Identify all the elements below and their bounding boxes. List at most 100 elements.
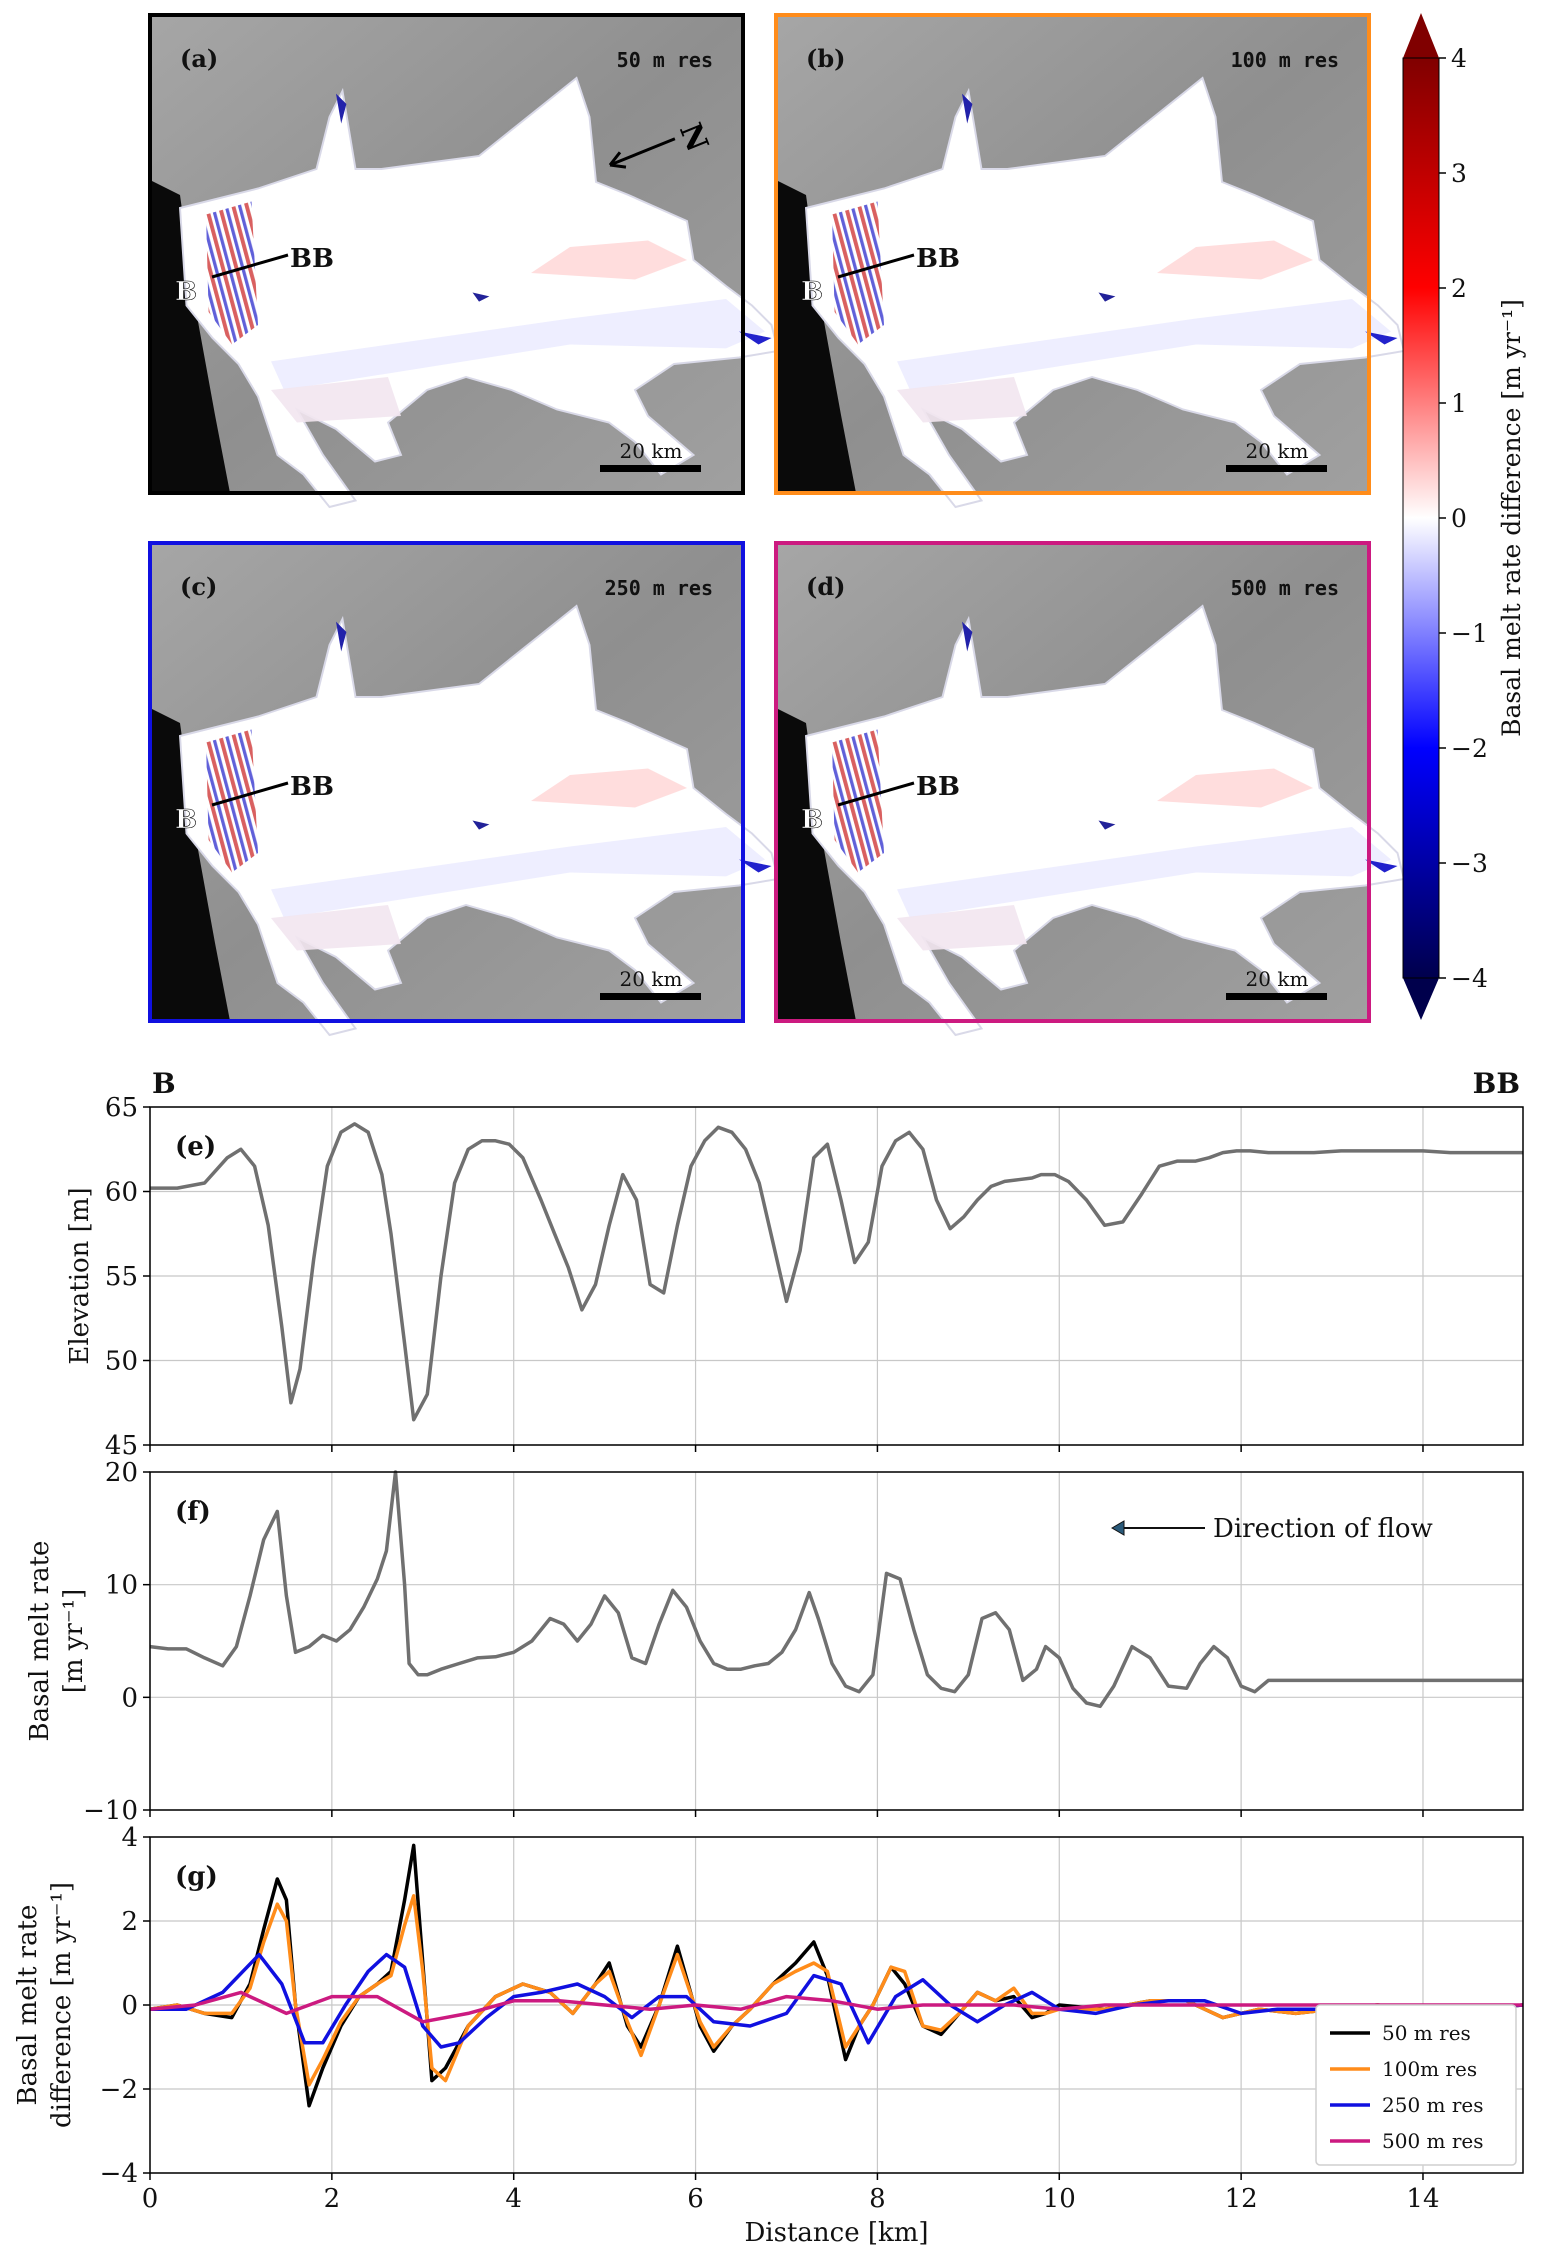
y-tick-label: −4 <box>100 2159 138 2189</box>
panel-frame <box>774 13 1371 495</box>
x-axis-label: Distance [km] <box>744 2218 928 2248</box>
x-tick-label: 12 <box>1225 2184 1258 2214</box>
panel-label: (b) <box>806 44 846 73</box>
y-axis-label: Elevation [m] <box>65 1187 95 1364</box>
panel-label: (f) <box>175 1497 211 1527</box>
scale-bar <box>600 465 701 472</box>
colorbar-tick-label: −4 <box>1451 964 1488 993</box>
chart-panel-g: −4 −2 0 2 4 0 2 4 6 8 10 12 14 (g) Basal melt rate diff… <box>13 1823 1524 2248</box>
north-arrow-head <box>608 151 627 169</box>
colorbar-gradient <box>1402 57 1440 979</box>
profile-start-label: B <box>175 805 197 835</box>
colorbar: 4 3 2 1 0 −1 −2 −3 −4 Basal melt rate difference … <box>1402 13 1526 1020</box>
y-tick-label: 0 <box>121 1991 138 2021</box>
colorbar-tick-label: 3 <box>1451 159 1467 188</box>
panel-frame <box>774 541 1371 1023</box>
panel-label: (a) <box>180 44 218 73</box>
y-axis-label-line2: difference [m yr⁻¹] <box>47 1882 77 2128</box>
x-tick-label: 2 <box>324 2184 341 2214</box>
colorbar-extend-bottom <box>1403 978 1439 1020</box>
scale-bar-label: 20 km <box>1246 967 1309 991</box>
colorbar-tick-label: 1 <box>1451 389 1467 418</box>
ocean-area <box>776 180 856 493</box>
profile-line <box>837 781 915 807</box>
x-tick-label: 6 <box>687 2184 704 2214</box>
colorbar-tick-label: 2 <box>1451 274 1467 303</box>
colorbar-extend-top <box>1403 13 1439 58</box>
panel-label: (e) <box>175 1132 216 1162</box>
resolution-label: 500 m res <box>1231 576 1339 600</box>
y-tick-label: 65 <box>105 1093 138 1123</box>
x-tick-label: 8 <box>869 2184 886 2214</box>
scale-bar-label: 20 km <box>1246 439 1309 463</box>
y-tick-label: 60 <box>105 1178 138 1208</box>
y-axis-label-line1: Basal melt rate <box>25 1541 55 1742</box>
colorbar-tick-label: −2 <box>1451 734 1488 763</box>
scale-bar-label: 20 km <box>620 967 683 991</box>
y-axis-label-line2: [m yr⁻¹] <box>59 1589 89 1693</box>
profile-end-label: BB <box>916 244 960 274</box>
legend-label: 100m res <box>1382 2057 1477 2081</box>
scale-bar <box>1226 465 1327 472</box>
annotation-text: Direction of flow <box>1213 1514 1433 1544</box>
north-arrow-shaft <box>609 137 676 167</box>
ocean-area <box>150 180 230 493</box>
y-tick-label: 2 <box>121 1907 138 1937</box>
panel-label: (c) <box>180 572 217 601</box>
y-tick-label: 4 <box>121 1823 138 1853</box>
y-tick-label: 10 <box>105 1571 138 1601</box>
plot-frame <box>149 1471 1524 1811</box>
ocean-area <box>150 708 230 1021</box>
y-tick-label: 55 <box>105 1262 138 1292</box>
series-line <box>150 1122 1523 1422</box>
panel-frame <box>148 541 745 1023</box>
profile-line <box>211 781 289 807</box>
series-line <box>149 1470 1523 1709</box>
chart-panel-f: −10 0 10 20 (f) Basal melt rate [m yr⁻¹] Direct… <box>25 1458 1524 1826</box>
chart-panel-e: 45 50 55 60 65 (e) Elevation [m] <box>65 1093 1524 1461</box>
colorbar-tick-label: −3 <box>1451 849 1488 878</box>
profile-line <box>211 253 289 279</box>
y-axis-label: Basal melt rate difference [m yr⁻¹] <box>13 1882 77 2128</box>
colorbar-tick-label: 4 <box>1451 44 1467 73</box>
y-axis-label: Basal melt rate [m yr⁻¹] <box>25 1541 89 1742</box>
profile-start-label: B <box>801 277 823 307</box>
legend-label: 500 m res <box>1382 2129 1484 2153</box>
y-tick-label: 20 <box>105 1458 138 1488</box>
resolution-label: 50 m res <box>617 48 713 72</box>
profile-end-label: BB <box>916 772 960 802</box>
x-tick-label: 0 <box>142 2184 159 2214</box>
scale-bar <box>1226 993 1327 1000</box>
panel-label: (d) <box>806 572 846 601</box>
resolution-label: 250 m res <box>605 576 713 600</box>
x-tick-label: 4 <box>505 2184 522 2214</box>
y-axis-label-line1: Basal melt rate <box>13 1905 43 2106</box>
y-tick-label: −2 <box>100 2075 138 2105</box>
profile-end-label: BB <box>290 772 334 802</box>
panel-frame <box>148 13 745 495</box>
y-tick-label: 0 <box>121 1683 138 1713</box>
profile-line <box>837 253 915 279</box>
legend: 50 m res 100m res 250 m res 500 m res <box>1315 2004 1517 2166</box>
legend-box <box>1315 2004 1517 2166</box>
x-tick-label: 10 <box>1043 2184 1076 2214</box>
profile-header-right: BB <box>1473 1067 1520 1100</box>
x-tick-label: 14 <box>1406 2184 1439 2214</box>
y-tick-label: 50 <box>105 1347 138 1377</box>
scale-bar-label: 20 km <box>620 439 683 463</box>
scale-bar <box>600 993 701 1000</box>
colorbar-label: Basal melt rate difference [m yr⁻¹] <box>1497 299 1526 737</box>
y-tick-label: −10 <box>83 1796 138 1826</box>
y-tick-label: 45 <box>105 1431 138 1461</box>
flow-arrow-icon <box>1111 1520 1125 1536</box>
legend-label: 250 m res <box>1382 2093 1484 2117</box>
profile-start-label: B <box>801 805 823 835</box>
profile-start-label: B <box>175 277 197 307</box>
colorbar-tick-label: −1 <box>1451 619 1488 648</box>
panel-label: (g) <box>175 1862 218 1892</box>
